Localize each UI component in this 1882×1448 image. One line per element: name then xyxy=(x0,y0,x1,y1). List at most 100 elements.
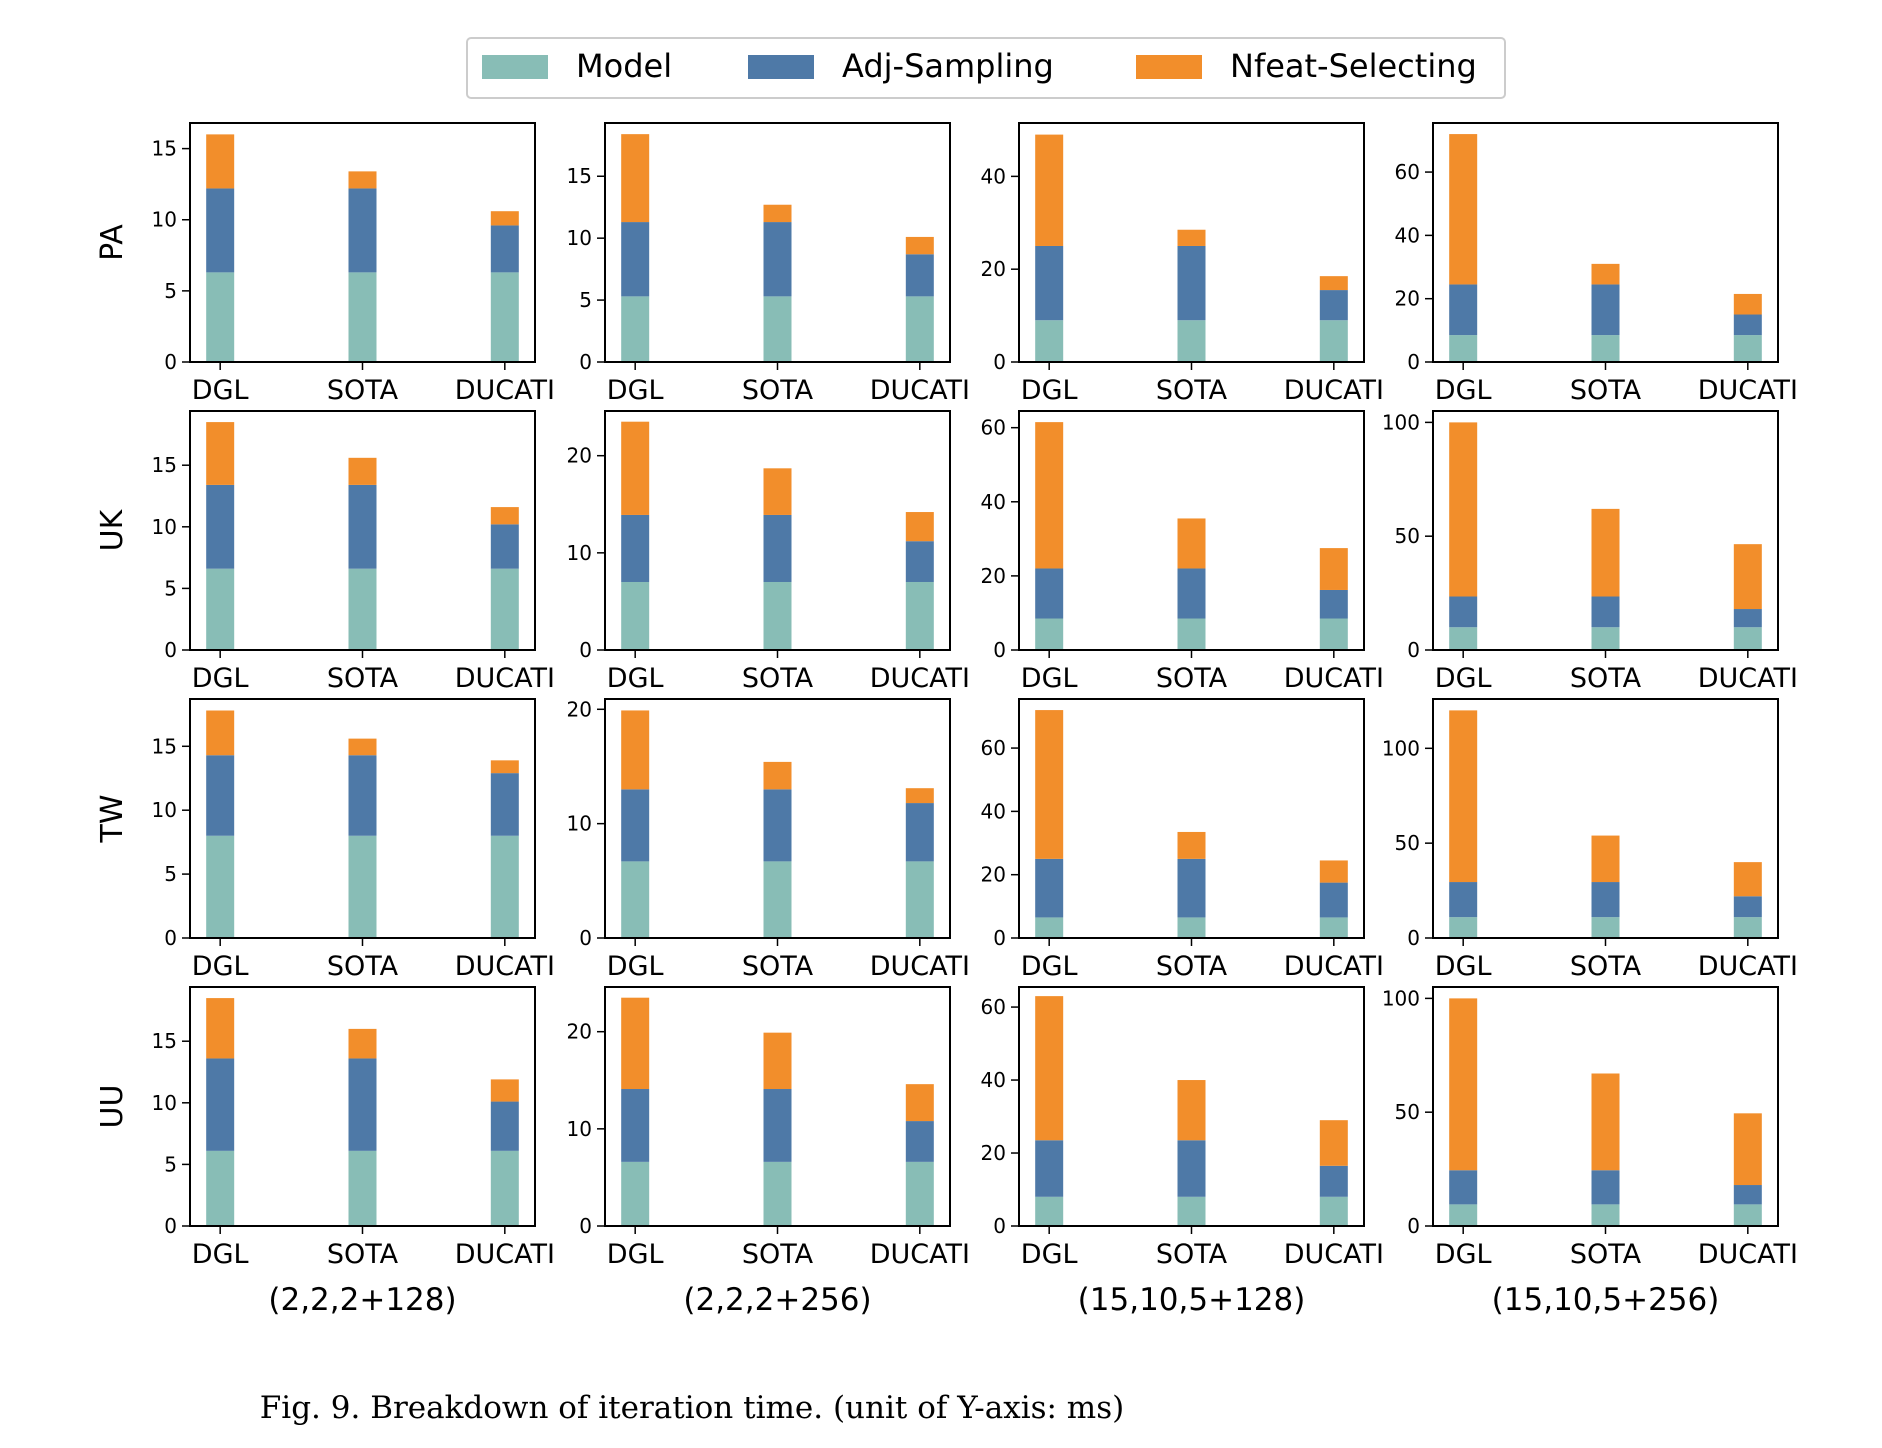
bar-dgl-model xyxy=(621,296,650,362)
bar-sota-model xyxy=(1591,917,1620,938)
bar-sota-model xyxy=(1177,917,1206,938)
bar-dgl-model xyxy=(206,272,235,362)
y-tick-label: 5 xyxy=(579,288,592,312)
bar-sota-nfeat-selecting xyxy=(1591,263,1620,285)
y-tick-label: 40 xyxy=(981,1068,1006,1092)
bar-sota-adj-sampling xyxy=(1177,245,1206,321)
y-tick-label: 10 xyxy=(567,226,592,250)
y-tick-label: 0 xyxy=(993,1214,1006,1238)
bar-dgl-nfeat-selecting xyxy=(1449,134,1478,285)
bar-sota-nfeat-selecting xyxy=(1591,508,1620,597)
bar-dgl-adj-sampling xyxy=(1035,858,1064,918)
y-tick-label: 0 xyxy=(164,1214,177,1238)
bar-sota-nfeat-selecting xyxy=(1177,831,1206,859)
y-tick-label: 50 xyxy=(1395,1100,1420,1124)
bar-ducati-nfeat-selecting xyxy=(490,211,519,226)
bar-ducati-adj-sampling xyxy=(1733,609,1762,628)
bar-ducati-adj-sampling xyxy=(905,1121,934,1162)
y-tick-label: 15 xyxy=(152,453,177,477)
x-tick-label-ducati: DUCATI xyxy=(455,1239,555,1270)
bar-ducati-nfeat-selecting xyxy=(905,512,934,542)
bar-dgl-nfeat-selecting xyxy=(1449,998,1478,1171)
x-tick-label-ducati: DUCATI xyxy=(455,951,555,982)
bar-dgl-model xyxy=(206,1150,235,1226)
bar-sota-nfeat-selecting xyxy=(763,1032,792,1090)
bar-sota-adj-sampling xyxy=(348,188,377,273)
y-tick-label: 0 xyxy=(1407,350,1420,374)
column-label-3: (15,10,5+128) xyxy=(1078,1282,1306,1318)
x-tick-label-ducati: DUCATI xyxy=(455,663,555,694)
x-tick-label-dgl: DGL xyxy=(1021,951,1078,982)
bar-sota-nfeat-selecting xyxy=(1591,835,1620,883)
y-tick-label: 20 xyxy=(1395,287,1420,311)
x-tick-label-ducati: DUCATI xyxy=(1284,951,1384,982)
x-tick-label-sota: SOTA xyxy=(1570,951,1642,982)
bar-ducati-model xyxy=(1733,627,1762,650)
y-tick-label: 15 xyxy=(152,734,177,758)
panel-uu-4: 0 50 100 DGL SOTA DUCATI xyxy=(1382,986,1798,1270)
y-tick-label: 20 xyxy=(981,1141,1006,1165)
y-tick-label: 10 xyxy=(152,208,177,232)
y-tick-label: 10 xyxy=(152,515,177,539)
y-tick-label: 100 xyxy=(1382,410,1420,434)
y-tick-label: 15 xyxy=(567,164,592,188)
x-tick-label-sota: SOTA xyxy=(1156,951,1228,982)
bar-sota-model xyxy=(1591,335,1620,362)
x-tick-label-ducati: DUCATI xyxy=(870,375,970,406)
bar-ducati-model xyxy=(1319,618,1348,650)
bar-dgl-model xyxy=(1449,917,1478,938)
y-tick-label: 0 xyxy=(164,926,177,950)
y-tick-label: 0 xyxy=(164,638,177,662)
bar-sota-model xyxy=(763,1161,792,1226)
bar-ducati-model xyxy=(1733,917,1762,938)
bar-sota-nfeat-selecting xyxy=(1177,1080,1206,1141)
x-tick-label-sota: SOTA xyxy=(742,375,814,406)
bar-ducati-nfeat-selecting xyxy=(490,760,519,774)
x-tick-label-sota: SOTA xyxy=(1570,375,1642,406)
bar-ducati-nfeat-selecting xyxy=(1733,1113,1762,1186)
column-label-1: (2,2,2+128) xyxy=(268,1282,456,1318)
panel-pa-4: 0 20 40 60 DGL SOTA DUCATI xyxy=(1395,122,1798,406)
legend-frame xyxy=(466,37,1506,99)
bar-dgl-model xyxy=(1035,618,1064,650)
y-tick-label: 15 xyxy=(152,1029,177,1053)
y-tick-label: 100 xyxy=(1382,736,1420,760)
bar-sota-adj-sampling xyxy=(348,484,377,569)
y-tick-label: 20 xyxy=(981,863,1006,887)
bar-ducati-adj-sampling xyxy=(1733,314,1762,336)
bar-sota-adj-sampling xyxy=(1177,858,1206,918)
legend-label-adj-sampling: Adj-Sampling xyxy=(842,47,1054,85)
bar-dgl-nfeat-selecting xyxy=(206,134,235,189)
bar-ducati-model xyxy=(1733,1204,1762,1226)
row-label-uu: UU xyxy=(95,1085,130,1129)
bar-dgl-adj-sampling xyxy=(206,484,235,569)
legend-swatch-model xyxy=(482,55,548,79)
bar-ducati-nfeat-selecting xyxy=(490,507,519,525)
bar-ducati-nfeat-selecting xyxy=(1733,544,1762,610)
x-tick-label-ducati: DUCATI xyxy=(1284,375,1384,406)
bar-ducati-model xyxy=(490,272,519,362)
bar-sota-adj-sampling xyxy=(1177,1140,1206,1197)
y-tick-label: 60 xyxy=(981,995,1006,1019)
bar-sota-model xyxy=(348,272,377,362)
y-tick-label: 100 xyxy=(1382,986,1420,1010)
bar-sota-nfeat-selecting xyxy=(1591,1073,1620,1171)
bar-sota-adj-sampling xyxy=(1177,568,1206,619)
bar-sota-nfeat-selecting xyxy=(763,204,792,223)
x-tick-label-sota: SOTA xyxy=(327,375,399,406)
bar-dgl-model xyxy=(1035,1196,1064,1226)
panel-pa-1: 0 5 10 15 DGL SOTA DUCATI xyxy=(152,122,555,406)
bar-sota-nfeat-selecting xyxy=(348,738,377,756)
x-tick-label-sota: SOTA xyxy=(327,951,399,982)
bar-dgl-model xyxy=(1449,1204,1478,1226)
bar-sota-nfeat-selecting xyxy=(763,761,792,790)
bar-dgl-nfeat-selecting xyxy=(1035,710,1064,859)
bar-dgl-adj-sampling xyxy=(1035,245,1064,321)
bar-sota-model xyxy=(1177,320,1206,362)
bar-sota-adj-sampling xyxy=(763,1089,792,1162)
bar-ducati-model xyxy=(490,1150,519,1226)
bar-ducati-adj-sampling xyxy=(1319,589,1348,619)
bar-sota-model xyxy=(348,835,377,938)
y-tick-label: 0 xyxy=(993,350,1006,374)
